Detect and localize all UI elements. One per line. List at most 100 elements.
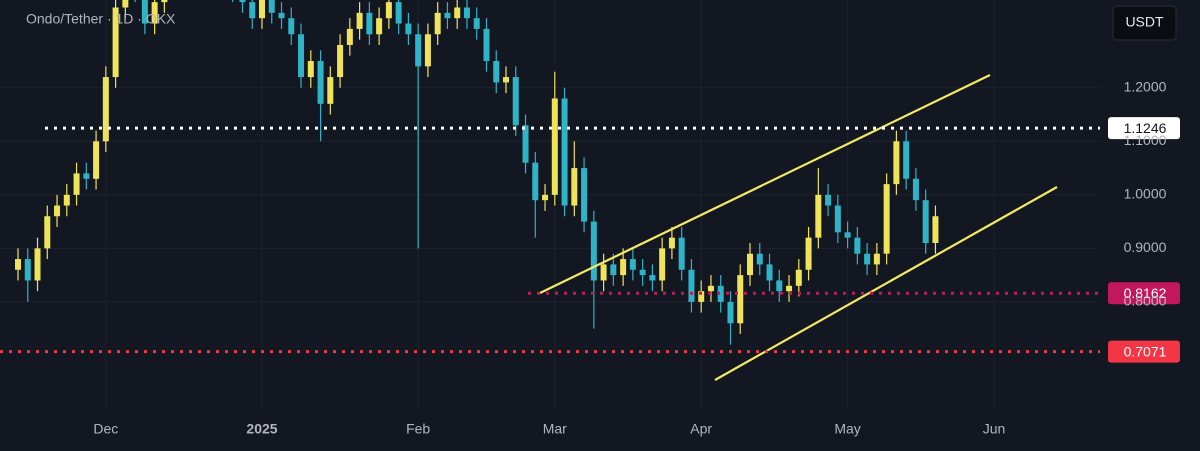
candle-body <box>239 0 246 3</box>
candle-body <box>356 12 363 29</box>
y-tick-label: 0.9000 <box>1124 239 1167 255</box>
candle-body <box>912 178 919 201</box>
candle-body <box>873 253 880 265</box>
currency-button-label[interactable]: USDT <box>1125 14 1164 30</box>
level-label: 0.7071 <box>1124 343 1167 359</box>
candle-body <box>581 168 588 222</box>
candle-body <box>815 194 822 238</box>
x-tick-label: Feb <box>406 421 430 437</box>
levels: 1.1246 0.8162 0.7071 <box>0 117 1180 363</box>
candle-body <box>473 18 480 29</box>
trend-channel <box>539 74 1058 381</box>
candle-body <box>649 275 656 281</box>
candle-body <box>346 28 353 45</box>
candle-body <box>463 7 470 19</box>
candle-body <box>522 125 529 163</box>
candle-body <box>405 23 412 35</box>
candle-body <box>893 141 900 185</box>
x-tick-label: 2025 <box>246 421 277 437</box>
candle-body <box>864 253 871 265</box>
candle-body <box>298 34 305 78</box>
candle-body <box>629 259 636 270</box>
candle-body <box>727 301 734 324</box>
candle-body <box>639 269 646 276</box>
candle-body <box>786 285 793 292</box>
candle-body <box>659 248 666 281</box>
candle-body <box>795 269 802 286</box>
chart-title: Ondo/Tether · 1D · OKX <box>26 11 176 27</box>
candle-body <box>249 2 256 19</box>
candle-body <box>932 216 939 244</box>
candle-body <box>434 12 441 35</box>
candle-body <box>512 77 519 126</box>
candle-body <box>141 0 148 24</box>
currency-button[interactable] <box>1112 5 1177 41</box>
level-label-box <box>1108 340 1180 363</box>
candle-body <box>34 248 41 281</box>
candle-body <box>415 34 422 67</box>
candle-body <box>922 200 929 244</box>
candle-body <box>93 141 100 179</box>
axes: 0.8000 0.9000 1.0000 1.1000 1.2000 Dec 2025 Feb… <box>93 78 1166 436</box>
y-tick-label: 0.8000 <box>1124 293 1167 309</box>
x-tick-label: Dec <box>93 421 118 437</box>
candle-body <box>561 98 568 206</box>
candle-body <box>776 280 783 292</box>
candle-body <box>610 264 617 276</box>
candle-body <box>688 269 695 302</box>
candle-body <box>268 0 275 13</box>
candle-body <box>24 259 31 281</box>
candle-body <box>122 0 129 8</box>
level-label-box <box>1108 282 1180 305</box>
candle-body <box>376 18 383 35</box>
candle-body <box>73 173 80 195</box>
candle-body <box>903 141 910 179</box>
candle-body <box>278 12 285 19</box>
candle-body <box>707 285 714 292</box>
candle-body <box>668 237 675 249</box>
candle-body <box>337 44 344 78</box>
candle-body <box>44 216 51 249</box>
candle-body <box>424 34 431 67</box>
candle-body <box>766 264 773 281</box>
candle-body <box>102 77 109 142</box>
candle-body <box>678 237 685 270</box>
candle-body <box>600 264 607 281</box>
candle-body <box>63 194 70 206</box>
candle-body <box>366 12 373 35</box>
candle-body <box>532 162 539 201</box>
candle-body <box>883 184 890 254</box>
candle-body <box>54 205 61 217</box>
candle-body <box>854 237 861 254</box>
candle-body <box>805 237 812 270</box>
y-tick-label: 1.1000 <box>1124 132 1167 148</box>
candle-body <box>15 259 21 270</box>
candle-body <box>834 205 841 233</box>
level-label: 1.1246 <box>1124 120 1167 136</box>
candle-body <box>590 221 597 281</box>
level-label-box <box>1108 117 1180 140</box>
candle-body <box>444 12 451 19</box>
x-tick-label: Jun <box>983 421 1006 437</box>
candle-body <box>503 77 509 83</box>
candle-body <box>288 18 295 35</box>
candle-body <box>259 0 265 19</box>
candle-body <box>112 7 119 78</box>
x-tick-label: Apr <box>690 421 712 437</box>
x-tick-label: May <box>834 421 860 437</box>
y-tick-label: 1.2000 <box>1124 78 1167 94</box>
candle-body <box>542 194 549 201</box>
x-tick-label: Mar <box>543 421 567 437</box>
candle-body <box>737 275 744 324</box>
candle-body <box>756 253 763 265</box>
channel-upper-line <box>539 74 991 294</box>
candle-body <box>551 98 558 195</box>
level-label: 0.8162 <box>1124 285 1167 301</box>
y-tick-label: 1.0000 <box>1124 186 1167 202</box>
candle-body <box>493 61 500 83</box>
candle-body <box>571 168 578 206</box>
candle-body <box>483 28 490 62</box>
candle-body <box>395 2 402 24</box>
candle-body <box>151 2 158 24</box>
